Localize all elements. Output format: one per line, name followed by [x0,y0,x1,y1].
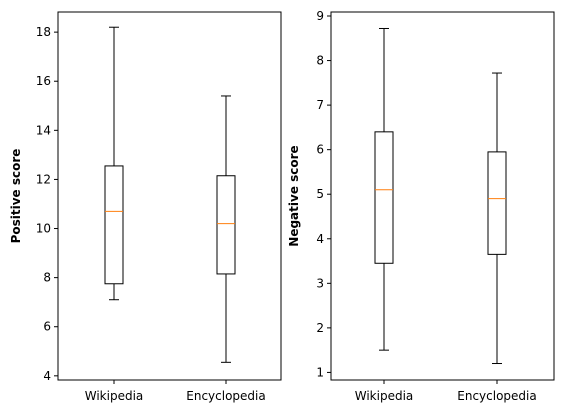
iqr-box [487,151,507,255]
iqr-box [216,175,236,275]
y-tick-label: 4 [316,232,324,246]
y-tick-label: 12 [36,172,51,186]
y-tick-label: 8 [316,54,324,68]
y-tick-label: 2 [316,321,324,335]
x-tick-label: Wikipedia [355,389,414,403]
y-tick-label: 10 [36,222,51,236]
x-ticks: Wikipedia Encyclopedia [355,380,537,403]
x-ticks: Wikipedia Encyclopedia [85,380,266,403]
y-tick-label: 5 [316,187,324,201]
y-tick-label: 3 [316,276,324,290]
x-tick-label: Encyclopedia [186,389,265,403]
box-plot-encyclopedia [487,72,507,365]
y-tick-label: 16 [36,74,51,88]
y-tick-label: 9 [316,9,324,23]
y-tick-label: 6 [316,143,324,157]
x-tick-label: Encyclopedia [457,389,536,403]
boxes [374,27,507,365]
x-tick-label: Wikipedia [85,389,144,403]
plot-frame [57,11,282,381]
y-ticks: 1 2 3 4 5 6 7 8 9 [316,9,331,379]
boxes [104,26,236,363]
box-plot-encyclopedia [216,95,236,363]
box-plot-wikipedia [104,26,124,301]
y-tick-label: 18 [36,25,51,39]
y-tick-label: 1 [316,365,324,379]
y-tick-label: 14 [36,123,51,137]
y-tick-label: 6 [43,320,51,334]
box-plot-wikipedia [374,27,394,351]
plot-frame [330,11,555,381]
y-axis-label: Negative score [287,145,301,246]
y-axis-label: Positive score [9,149,23,244]
y-tick-label: 4 [43,369,51,383]
y-tick-label: 7 [316,98,324,112]
negative-score-chart: 1 2 3 4 5 6 7 8 9 Wikipedia Encyclopedia Negative… [287,9,555,403]
iqr-box [374,131,394,264]
iqr-box [104,165,124,285]
y-ticks: 4 6 8 10 12 14 16 18 [36,25,58,383]
positive-score-chart: 4 6 8 10 12 14 16 18 Wikipedia Encyclopedia Posi… [9,11,282,403]
y-tick-label: 8 [43,271,51,285]
